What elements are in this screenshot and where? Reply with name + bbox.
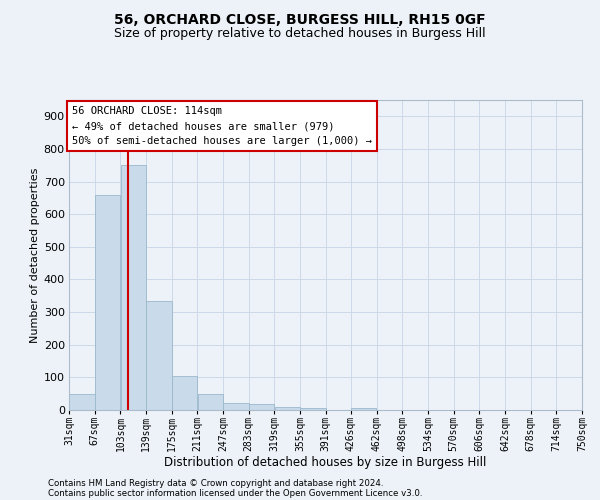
- Bar: [172, 376, 197, 410]
- Text: 56 ORCHARD CLOSE: 114sqm
← 49% of detached houses are smaller (979)
50% of semi-: 56 ORCHARD CLOSE: 114sqm ← 49% of detach…: [72, 106, 372, 146]
- X-axis label: Distribution of detached houses by size in Burgess Hill: Distribution of detached houses by size …: [164, 456, 487, 469]
- Text: Size of property relative to detached houses in Burgess Hill: Size of property relative to detached ho…: [114, 28, 486, 40]
- Bar: [249, 404, 274, 410]
- Bar: [351, 408, 376, 410]
- Bar: [301, 408, 326, 410]
- Bar: [146, 300, 172, 410]
- Bar: [121, 166, 146, 410]
- Bar: [69, 394, 95, 410]
- Text: Contains public sector information licensed under the Open Government Licence v3: Contains public sector information licen…: [48, 488, 422, 498]
- Text: Contains HM Land Registry data © Crown copyright and database right 2024.: Contains HM Land Registry data © Crown c…: [48, 478, 383, 488]
- Bar: [95, 194, 120, 410]
- Y-axis label: Number of detached properties: Number of detached properties: [29, 168, 40, 342]
- Bar: [275, 406, 300, 410]
- Text: 56, ORCHARD CLOSE, BURGESS HILL, RH15 0GF: 56, ORCHARD CLOSE, BURGESS HILL, RH15 0G…: [114, 12, 486, 26]
- Bar: [223, 403, 248, 410]
- Bar: [197, 394, 223, 410]
